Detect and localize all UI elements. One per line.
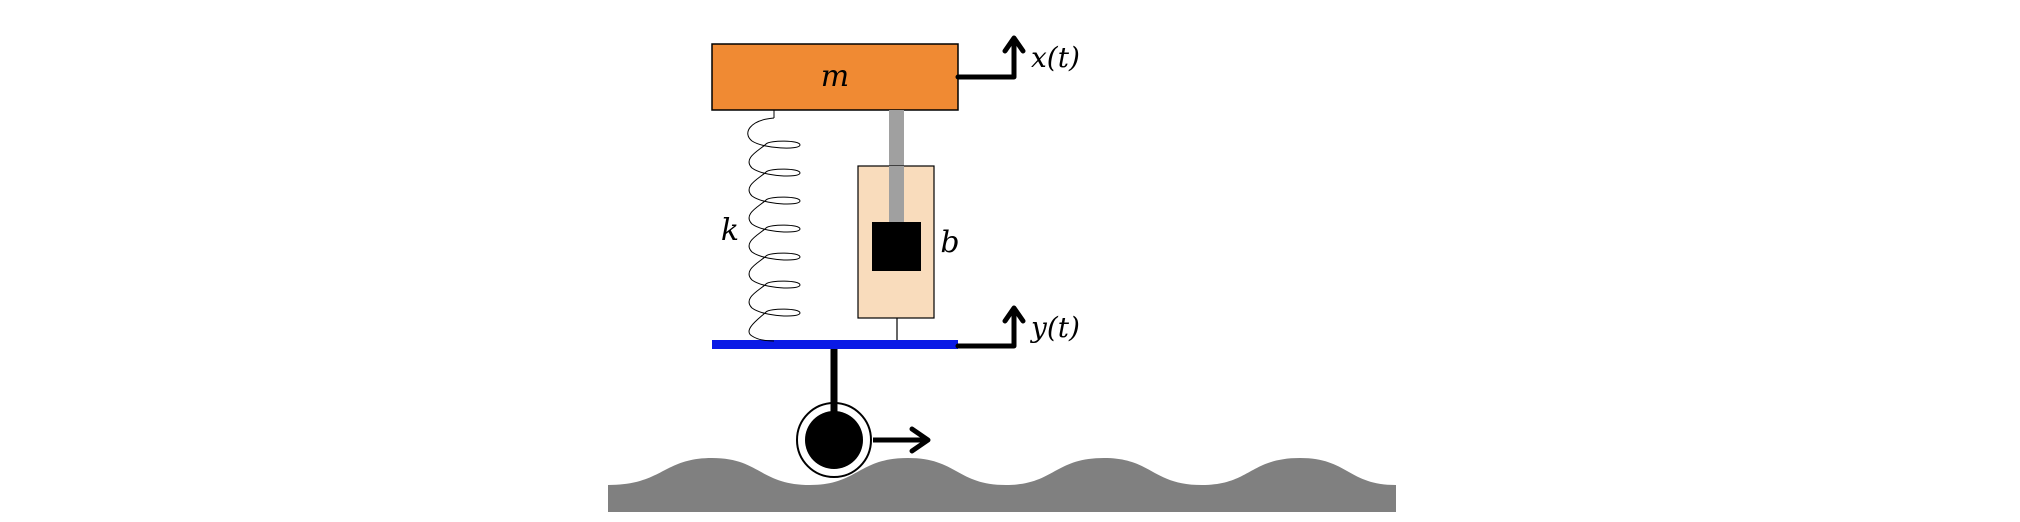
up-arrow-icon bbox=[955, 305, 1026, 349]
spring-label: k bbox=[721, 213, 739, 248]
damper-piston bbox=[872, 222, 921, 271]
mass-block bbox=[711, 43, 959, 111]
mass-label: m bbox=[821, 59, 849, 94]
damper bbox=[857, 110, 935, 340]
up-arrow-icon bbox=[955, 35, 1026, 80]
spring bbox=[747, 110, 801, 342]
wheel bbox=[796, 402, 872, 478]
wheel-hub bbox=[805, 411, 863, 469]
right-arrow-icon bbox=[873, 426, 931, 454]
road-surface bbox=[608, 458, 1396, 512]
damper-label: b bbox=[940, 225, 959, 260]
base-displacement-label: y(t) bbox=[1029, 311, 1080, 344]
base-plate bbox=[712, 340, 958, 349]
damper-rod-inner bbox=[889, 166, 904, 224]
mass-displacement-label: x(t) bbox=[1031, 41, 1080, 74]
